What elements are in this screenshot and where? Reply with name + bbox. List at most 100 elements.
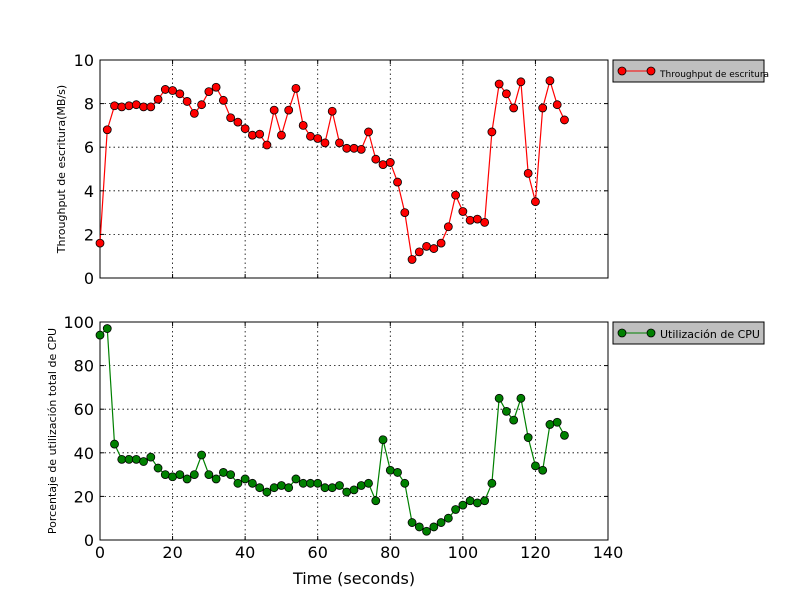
throughput-ytick-label: 6 bbox=[84, 138, 94, 157]
cpu-xtick-label: 40 bbox=[235, 543, 255, 562]
throughput-x-ticks bbox=[99, 60, 609, 278]
throughput-point-12 bbox=[182, 97, 192, 106]
throughput-point-56 bbox=[501, 89, 511, 99]
throughput-point-50 bbox=[458, 207, 468, 216]
cpu-point-59 bbox=[523, 433, 533, 442]
throughput-legend-label: Throughput de escritura bbox=[659, 70, 769, 80]
cpu-xtick-label: 80 bbox=[380, 543, 400, 562]
cpu-point-4 bbox=[124, 454, 134, 464]
throughput-point-30 bbox=[313, 134, 323, 143]
throughput-point-26 bbox=[284, 105, 294, 115]
cpu-point-8 bbox=[153, 463, 163, 473]
cpu-xtick-label: 100 bbox=[448, 543, 479, 562]
cpu-point-47 bbox=[436, 518, 446, 527]
cpu-point-37 bbox=[364, 478, 373, 488]
cpu-point-7 bbox=[146, 452, 156, 462]
cpu-point-36 bbox=[356, 481, 366, 490]
throughput-point-55 bbox=[494, 79, 504, 89]
cpu-point-51 bbox=[465, 496, 475, 506]
throughput-y-ticks: 0 2 4 6 8 10 bbox=[74, 51, 608, 288]
throughput-point-37 bbox=[364, 127, 373, 137]
cpu-point-25 bbox=[277, 481, 286, 490]
cpu-point-49 bbox=[451, 505, 461, 514]
throughput-point-15 bbox=[204, 87, 214, 97]
throughput-point-2 bbox=[110, 101, 119, 111]
cpu-point-40 bbox=[385, 465, 395, 475]
throughput-point-34 bbox=[342, 143, 352, 153]
cpu-point-30 bbox=[313, 478, 323, 488]
cpu-point-50 bbox=[458, 500, 468, 510]
cpu-legend-label: Utilización de CPU bbox=[660, 328, 760, 341]
cpu-point-62 bbox=[545, 420, 555, 429]
cpu-point-14 bbox=[197, 450, 207, 460]
throughput-point-25 bbox=[277, 130, 286, 140]
cpu-point-22 bbox=[255, 483, 265, 493]
cpu-point-1 bbox=[102, 324, 112, 333]
throughput-point-22 bbox=[255, 129, 265, 139]
cpu-point-48 bbox=[443, 513, 453, 523]
throughput-point-38 bbox=[371, 154, 381, 164]
throughput-point-58 bbox=[516, 77, 526, 87]
cpu-y-axis-label: Porcentaje de utilización total de CPU bbox=[46, 328, 59, 534]
throughput-point-63 bbox=[552, 100, 562, 110]
throughput-point-1 bbox=[102, 125, 112, 135]
throughput-point-3 bbox=[117, 102, 127, 112]
throughput-point-32 bbox=[327, 106, 337, 116]
cpu-ytick-label: 20 bbox=[74, 487, 94, 506]
throughput-point-7 bbox=[146, 102, 156, 112]
throughput-point-17 bbox=[218, 95, 228, 105]
cpu-point-44 bbox=[414, 522, 424, 532]
cpu-point-33 bbox=[335, 481, 344, 490]
cpu-point-3 bbox=[117, 454, 127, 464]
throughput-point-39 bbox=[378, 160, 388, 170]
cpu-point-64 bbox=[560, 430, 569, 440]
throughput-point-60 bbox=[531, 197, 540, 207]
throughput-point-48 bbox=[443, 222, 453, 232]
throughput-point-33 bbox=[335, 138, 344, 148]
cpu-legend-marker-right bbox=[646, 328, 656, 338]
throughput-point-21 bbox=[247, 130, 257, 140]
throughput-point-61 bbox=[538, 103, 548, 113]
cpu-point-61 bbox=[538, 465, 548, 475]
throughput-point-35 bbox=[349, 143, 359, 153]
cpu-ytick-label: 0 bbox=[84, 531, 94, 550]
throughput-ytick-label: 10 bbox=[74, 51, 94, 70]
cpu-point-0 bbox=[95, 330, 105, 340]
throughput-point-8 bbox=[153, 94, 163, 104]
cpu-point-19 bbox=[233, 478, 243, 488]
cpu-point-35 bbox=[349, 485, 359, 495]
throughput-point-45 bbox=[422, 241, 431, 251]
cpu-point-13 bbox=[189, 470, 199, 480]
cpu-point-20 bbox=[240, 474, 250, 484]
throughput-gridlines bbox=[100, 60, 608, 278]
cpu-point-24 bbox=[269, 483, 279, 493]
cpu-point-2 bbox=[110, 439, 119, 449]
cpu-point-12 bbox=[182, 474, 192, 484]
throughput-point-19 bbox=[233, 117, 243, 127]
cpu-point-28 bbox=[298, 478, 308, 488]
cpu-point-15 bbox=[204, 470, 214, 480]
cpu-legend-box bbox=[612, 321, 765, 345]
throughput-point-18 bbox=[226, 113, 236, 123]
cpu-legend: Utilización de CPU bbox=[612, 321, 765, 345]
cpu-point-54 bbox=[487, 478, 497, 488]
throughput-point-49 bbox=[451, 190, 461, 200]
cpu-point-55 bbox=[494, 393, 504, 403]
cpu-xtick-label: 60 bbox=[308, 543, 328, 562]
cpu-ytick-label: 100 bbox=[63, 313, 94, 332]
throughput-point-43 bbox=[407, 255, 417, 264]
throughput-point-10 bbox=[168, 86, 177, 95]
throughput-point-57 bbox=[509, 103, 519, 113]
cpu-point-31 bbox=[320, 483, 330, 493]
cpu-point-56 bbox=[501, 406, 511, 416]
throughput-point-14 bbox=[197, 100, 207, 110]
cpu-point-18 bbox=[226, 470, 236, 480]
cpu-xtick-label: 140 bbox=[593, 543, 624, 562]
throughput-point-11 bbox=[175, 89, 185, 99]
throughput-point-31 bbox=[320, 138, 330, 148]
throughput-point-28 bbox=[298, 121, 308, 130]
throughput-point-9 bbox=[160, 85, 170, 94]
cpu-point-26 bbox=[284, 483, 294, 493]
cpu-ytick-label: 40 bbox=[74, 444, 94, 463]
